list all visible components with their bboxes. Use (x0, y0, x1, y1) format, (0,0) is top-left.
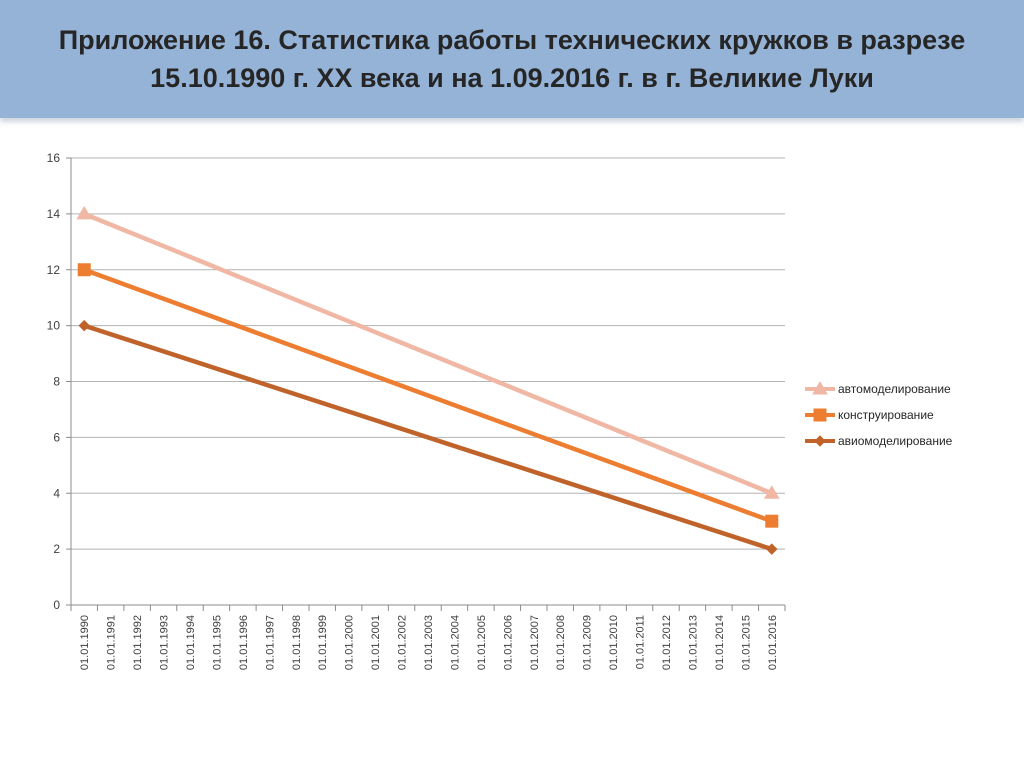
series-2 (77, 263, 779, 528)
y-tick-label: 10 (47, 319, 61, 333)
x-tick-label: 01.01.1996 (238, 615, 250, 670)
legend: автомоделирование конструирование авиомоде… (805, 381, 953, 448)
x-tick-label: 01.01.2015 (740, 615, 752, 670)
x-tick-label: 01.01.1997 (264, 615, 276, 670)
x-tick-label: 01.01.2006 (502, 615, 514, 670)
slide-header: Приложение 16. Статистика работы техниче… (0, 0, 1024, 118)
x-tick-label: 01.01.2011 (635, 615, 647, 669)
legend-label: автомоделирование (838, 382, 951, 396)
y-tick-label: 12 (47, 263, 61, 277)
legend-item: конструирование (805, 408, 934, 422)
series-line (81, 323, 775, 552)
y-tick-label: 0 (53, 598, 60, 612)
y-tick-label: 14 (47, 207, 61, 221)
x-tick-label: 01.01.2004 (449, 615, 461, 670)
x-tick-label: 01.01.2003 (423, 615, 435, 670)
x-tick-label: 01.01.2005 (476, 615, 488, 670)
x-tick-label: 01.01.2009 (582, 615, 594, 670)
x-tick-label: 01.01.1995 (211, 615, 223, 670)
y-tick-label: 4 (53, 486, 60, 500)
data-point-marker (76, 205, 93, 220)
x-tick-label: 01.01.1998 (291, 615, 303, 670)
line-chart: 0 2 4 6 8 10 12 14 16 01.01.1990 01.01.1991 01.01.1… (47, 151, 953, 670)
series-line (81, 267, 775, 524)
x-tick-label: 01.01.1999 (317, 615, 329, 670)
series-3 (78, 319, 778, 555)
data-point-marker (78, 319, 90, 332)
x-tick-label: 01.01.1992 (132, 615, 144, 670)
data-point-marker (812, 381, 828, 395)
x-tick-label: 01.01.2010 (608, 615, 620, 670)
data-point-marker (766, 543, 778, 555)
chart-area: 0 2 4 6 8 10 12 14 16 01.01.1990 01.01.1991 01.01.1… (0, 118, 1024, 767)
x-tick-label: 01.01.1990 (79, 615, 91, 670)
x-tick-label: 01.01.1991 (106, 615, 118, 670)
series-1 (76, 205, 780, 499)
x-tick-label: 01.01.1993 (159, 615, 171, 670)
y-tick-label: 16 (47, 151, 61, 165)
x-tick-label: 01.01.2016 (767, 615, 779, 670)
legend-item: авиомоделирование (805, 434, 953, 448)
x-tick-label: 01.01.2000 (344, 615, 356, 670)
x-tick-label: 01.01.1994 (185, 615, 197, 670)
x-tick-label: 01.01.2008 (555, 615, 567, 670)
data-point-marker (763, 485, 780, 499)
legend-label: авиомоделирование (838, 434, 953, 448)
slide-title: Приложение 16. Статистика работы техниче… (58, 25, 966, 93)
series-line (81, 211, 775, 496)
x-tick-label: 01.01.2002 (397, 615, 409, 670)
y-tick-label: 8 (53, 375, 60, 389)
y-tick-label: 6 (53, 430, 60, 444)
x-tick-label: 01.01.2001 (370, 615, 382, 670)
x-tick-label: 01.01.2012 (661, 615, 673, 670)
x-tick-label: 01.01.2007 (529, 615, 541, 670)
legend-item: автомоделирование (805, 381, 951, 396)
x-tick-label: 01.01.2014 (714, 615, 726, 670)
data-point-marker (77, 263, 91, 277)
data-point-marker (765, 514, 779, 528)
x-tick-label: 01.01.2013 (687, 615, 699, 670)
y-tick-label: 2 (53, 542, 60, 556)
data-point-marker (814, 435, 826, 447)
legend-label: конструирование (838, 408, 934, 422)
data-point-marker (813, 408, 827, 422)
